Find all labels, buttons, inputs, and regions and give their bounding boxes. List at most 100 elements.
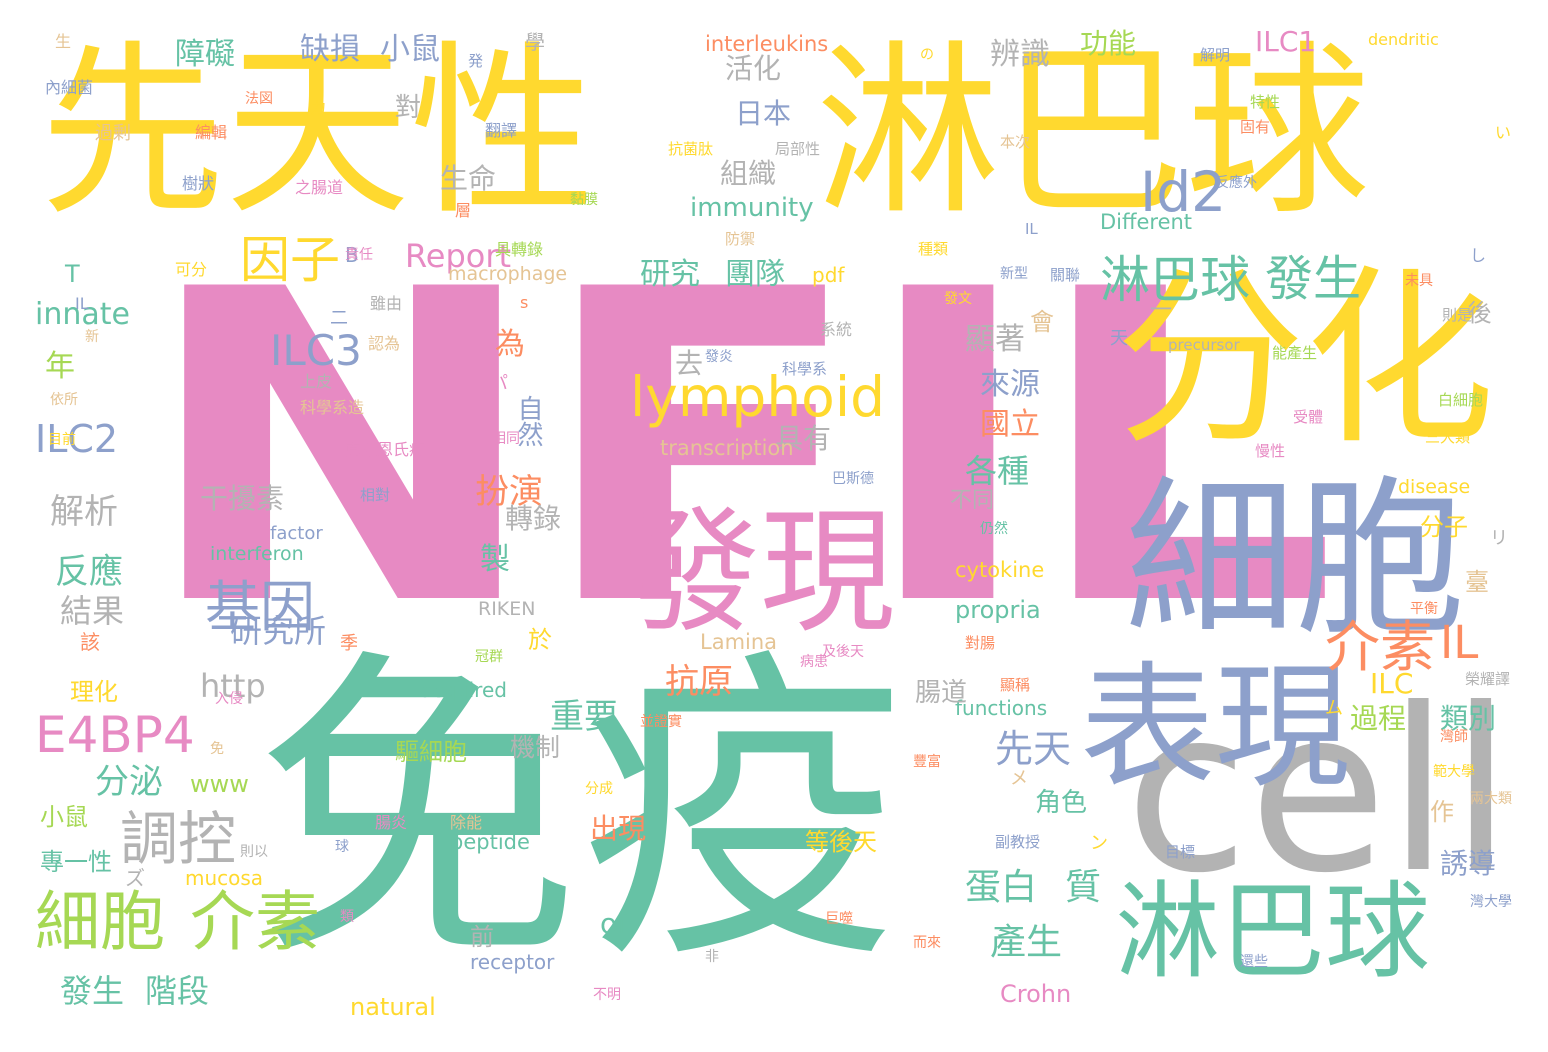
cloud-word: 球	[335, 839, 349, 855]
cloud-word: 反應外	[1215, 175, 1257, 191]
cloud-word: 種類	[918, 240, 949, 258]
cloud-word: 階段	[145, 972, 210, 1010]
cloud-word: 小鼠	[40, 803, 88, 831]
cloud-word: 淋巴球	[815, 24, 1370, 240]
cloud-word: 新	[85, 329, 99, 345]
cloud-word: 自然	[513, 395, 543, 447]
cloud-word: 可分	[175, 260, 208, 279]
cloud-word: 依所	[50, 392, 78, 408]
cloud-word: 黏膜	[570, 192, 598, 208]
cloud-word: 還些	[1240, 954, 1268, 970]
cloud-word: 則是	[1442, 306, 1473, 324]
cloud-word: 於	[528, 626, 552, 654]
cloud-word: 結果	[60, 592, 125, 630]
cloud-word: lymphoid	[630, 365, 886, 429]
cloud-word: 過程	[1350, 702, 1407, 735]
cloud-word: 入侵	[215, 691, 243, 707]
cloud-word: 解明	[1200, 46, 1231, 64]
cloud-word: 則以	[240, 844, 268, 860]
cloud-word: peptide	[450, 830, 530, 854]
cloud-word: 天	[1110, 328, 1128, 349]
cloud-word: NFIL	[140, 200, 1338, 700]
cloud-word: 之腸道	[295, 178, 344, 197]
cloud-word: 生	[55, 32, 72, 51]
cloud-word: 先天	[995, 727, 1072, 771]
cloud-word: 對	[395, 93, 422, 123]
cloud-word: 分化	[1115, 249, 1496, 470]
cloud-word: ILC1	[1255, 25, 1317, 58]
cloud-word: 出現	[590, 812, 647, 845]
cloud-word: 該	[80, 630, 100, 654]
cloud-word: 翻譯	[485, 121, 518, 140]
cloud-word: 類別	[1440, 702, 1497, 735]
cloud-word: 發文	[944, 291, 972, 307]
cloud-word: immunity	[690, 193, 814, 223]
cloud-word: IL	[1025, 220, 1038, 238]
cloud-word: 灣師	[1440, 729, 1468, 745]
cloud-word: 分子	[1420, 513, 1468, 541]
cloud-word: 腸道	[915, 678, 968, 708]
cloud-word: 具轉錄	[495, 240, 544, 259]
cloud-word: 表現	[1080, 649, 1350, 806]
cloud-word: 相對	[360, 486, 391, 504]
cloud-word: transcription	[660, 436, 794, 460]
cloud-word: 辨識	[990, 37, 1050, 72]
cloud-word: 非	[705, 949, 719, 965]
cloud-word: 局部性	[775, 140, 821, 158]
cloud-word: 重要	[550, 697, 618, 737]
cloud-word: 分成	[585, 781, 613, 797]
cloud-word: s	[520, 293, 529, 312]
cloud-word: 產生	[990, 922, 1063, 963]
cloud-word: メ	[1010, 768, 1028, 789]
cloud-word: 責任	[345, 247, 373, 263]
cloud-word: 灣大學	[1470, 894, 1512, 910]
cloud-word: の	[920, 47, 934, 63]
cloud-word: 研究	[640, 257, 700, 292]
cloud-word: 先天性	[40, 24, 595, 240]
cloud-word: dendritic	[1368, 30, 1439, 49]
cloud-word: 功能	[1080, 27, 1137, 60]
cloud-word: 後	[1463, 300, 1491, 324]
cloud-word: 臺	[1465, 568, 1489, 596]
cloud-word: 認為	[368, 334, 401, 353]
cloud-word: ム	[1325, 698, 1343, 719]
cloud-word: IL	[1440, 616, 1479, 669]
cloud-word: interleukins	[705, 32, 829, 56]
cloud-word: 會	[1030, 308, 1054, 336]
cloud-word: 力	[310, 98, 327, 117]
cloud-word: 蛋白	[965, 867, 1038, 908]
cloud-word: 平衡	[1410, 601, 1438, 617]
cloud-word: 日本	[735, 97, 792, 130]
cloud-word: 不同	[950, 488, 995, 513]
cloud-word: Report	[405, 237, 512, 275]
cloud-word: 基因	[205, 575, 316, 639]
cloud-word: acquired	[420, 678, 507, 702]
cloud-word: E4BP4	[35, 706, 195, 764]
cloud-word: 層	[455, 201, 472, 220]
cloud-word: 腸炎	[375, 813, 408, 832]
cloud-word: 防禦	[725, 230, 756, 248]
cloud-word: 未具	[1405, 273, 1433, 289]
cloud-word: 細胞	[35, 885, 166, 960]
cloud-word: 具有	[775, 422, 832, 455]
cloud-word: pdf	[812, 263, 845, 287]
cloud-word: RIKEN	[478, 598, 536, 620]
cloud-word: 分泌	[95, 762, 163, 802]
cloud-word: 反應	[55, 552, 123, 592]
cloud-word: 巨噬	[825, 911, 853, 927]
cloud-word: 慢性	[1255, 442, 1286, 460]
cloud-word: 科學系造	[300, 398, 365, 417]
cloud-word: し	[1470, 246, 1487, 265]
cloud-word: 角色	[1035, 788, 1088, 818]
cloud-word: natural	[350, 993, 436, 1021]
cloud-word: 能產生	[1272, 344, 1318, 362]
cloud-word: 發現	[625, 494, 895, 651]
cloud-word: T	[65, 260, 80, 288]
cloud-word: 而來	[913, 935, 941, 951]
cloud-word: 發生	[60, 972, 125, 1010]
cloud-word: 專一性	[40, 848, 112, 876]
cloud-word: 機制	[510, 733, 561, 762]
cloud-word: 二	[330, 308, 348, 329]
cloud-word: Different	[1100, 210, 1193, 234]
cloud-word: 國立	[980, 407, 1040, 442]
